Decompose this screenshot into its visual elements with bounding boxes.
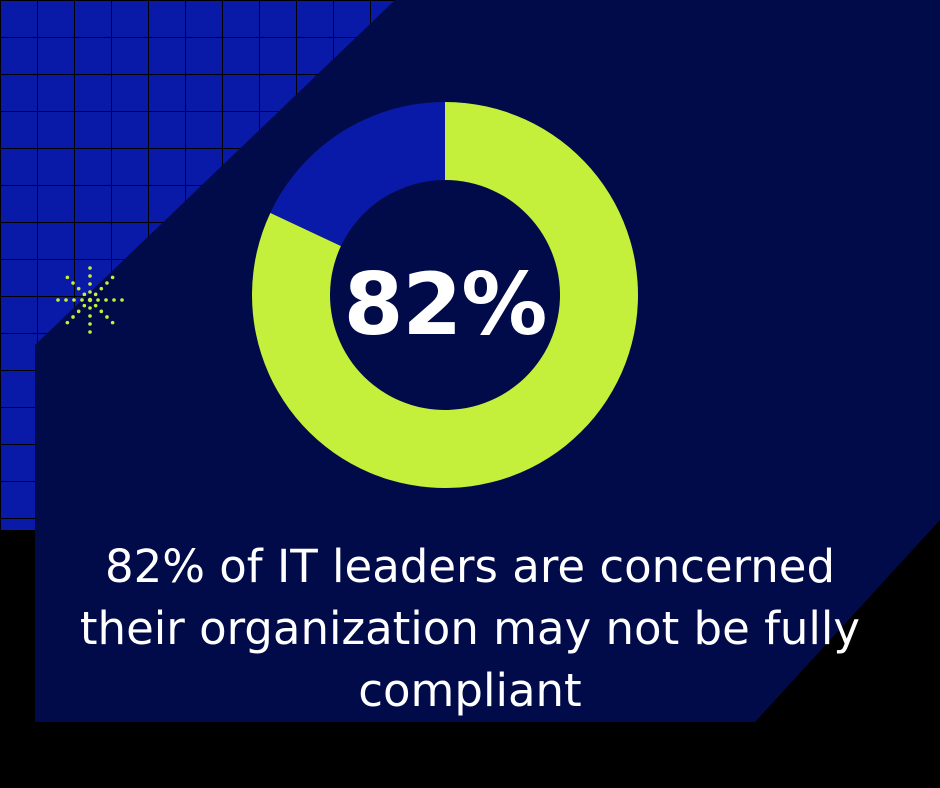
- donut-chart: [252, 102, 638, 488]
- statistic-caption: 82% of IT leaders are concerned their or…: [79, 540, 861, 717]
- sparkle-burst-icon: [56, 266, 124, 334]
- donut-slice-remainder: [270, 102, 445, 247]
- donut-slice-primary: [252, 102, 638, 488]
- donut-center-percentage: 82%: [343, 255, 548, 355]
- navy-panel: [35, 0, 940, 722]
